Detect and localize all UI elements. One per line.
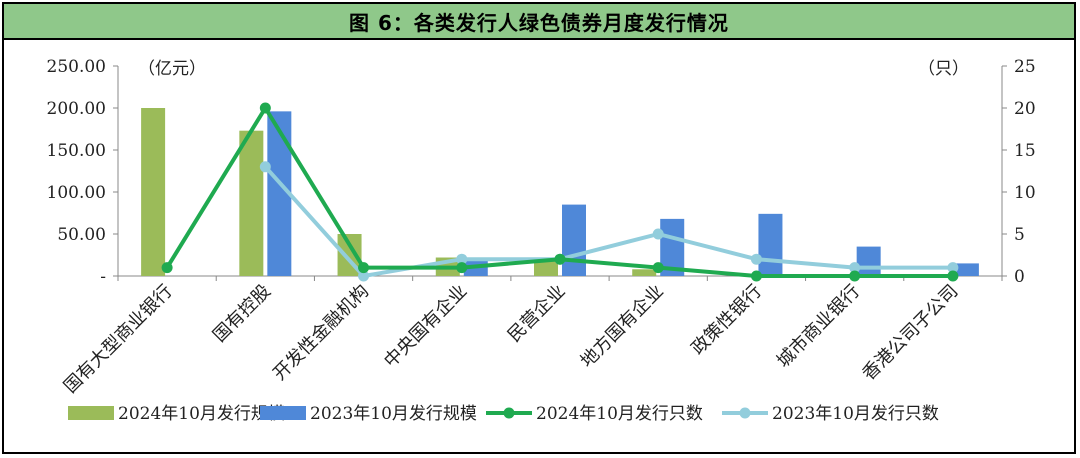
line-point-2023 (259, 161, 271, 173)
x-tick-label: 民营企业 (504, 281, 570, 347)
title-bar: 图 6：各类发行人绿色债券月度发行情况 (4, 4, 1074, 40)
legend-swatch (68, 406, 114, 420)
legend-swatch (260, 406, 306, 420)
line-point-2023 (358, 270, 370, 282)
legend-label: 2023年10月发行规模 (310, 404, 477, 424)
bar-2023 (856, 246, 881, 276)
line-point-2024 (161, 262, 173, 274)
x-tick-label: 国有控股 (209, 281, 275, 347)
bar-2023 (562, 204, 586, 276)
line-point-2023 (750, 253, 762, 265)
line-point-2023 (652, 228, 664, 240)
line-point-2023 (947, 262, 959, 274)
line-point-2024 (849, 270, 861, 282)
left-axis: - 50.00 100.00 150.00 200.00 250.00 (47, 57, 1003, 287)
left-tick-label: 200.00 (47, 99, 106, 119)
right-tick-label: 25 (1014, 57, 1036, 77)
left-tick-label: 250.00 (47, 57, 106, 77)
left-tick-label: 100.00 (47, 183, 106, 203)
right-tick-label: 5 (1014, 225, 1025, 245)
x-tick-label: 开发性金融机构 (269, 281, 373, 385)
bar-2024 (534, 260, 558, 276)
legend-label: 2023年10月发行只数 (772, 404, 939, 424)
x-tick-label: 城市商业银行 (773, 281, 864, 372)
line-point-2024 (259, 102, 271, 114)
legend-label: 2024年10月发行规模 (118, 404, 285, 424)
bar-2023 (758, 213, 783, 276)
right-axis-unit: （只） (918, 59, 969, 79)
left-tick-label: 50.00 (57, 225, 106, 245)
line-point-2024 (652, 262, 664, 274)
line-point-2023 (456, 253, 468, 265)
x-tick-label: 地方国有企业 (577, 281, 668, 372)
bar-2024 (239, 130, 264, 276)
x-tick-label: 政策性银行 (687, 281, 765, 359)
left-axis-unit: （亿元） (138, 59, 206, 79)
legend-marker (503, 407, 515, 419)
right-tick-label: 20 (1014, 99, 1036, 119)
x-tick-label: 国有大型商业银行 (60, 281, 177, 398)
line-point-2024 (456, 262, 468, 274)
bar-2023 (954, 263, 979, 276)
legend: 2024年10月发行规模 2023年10月发行规模 2024年10月发行只数 2023… (68, 404, 939, 424)
line-point-2024 (358, 262, 370, 274)
bar-2024 (141, 108, 166, 276)
legend-marker (739, 407, 751, 419)
chart-title: 图 6：各类发行人绿色债券月度发行情况 (349, 10, 729, 35)
left-tick-label: 150.00 (47, 141, 106, 161)
line-layer (161, 102, 959, 282)
right-tick-label: 0 (1014, 267, 1025, 287)
line-point-2023 (849, 262, 861, 274)
line-point-2024 (947, 270, 959, 282)
right-tick-label: 15 (1014, 141, 1036, 161)
right-tick-label: 10 (1014, 183, 1036, 203)
legend-label: 2024年10月发行只数 (536, 404, 703, 424)
bar-layer (141, 108, 979, 276)
bar-2024 (632, 269, 657, 276)
x-tick-label: 中央国有企业 (380, 281, 471, 372)
x-tick-label: 香港公司子公司 (858, 281, 962, 385)
left-tick-label: - (100, 267, 106, 287)
line-point-2024 (750, 270, 762, 282)
right-axis: 0 5 10 15 20 25 (1001, 57, 1036, 287)
line-point-2024 (554, 253, 566, 265)
line-series-2023 (263, 165, 953, 278)
